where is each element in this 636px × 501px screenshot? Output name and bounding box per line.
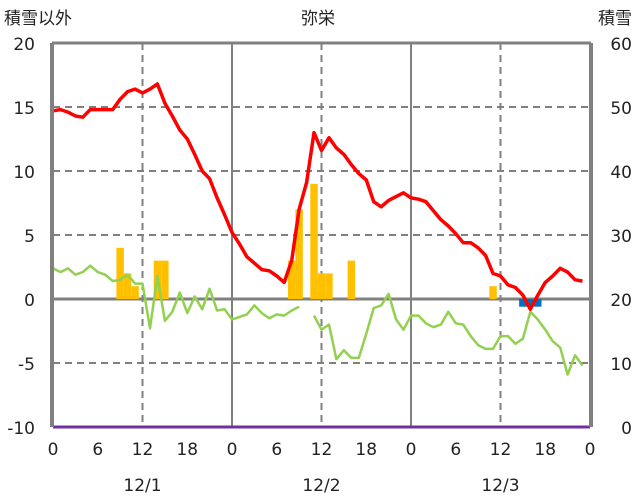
red-line <box>52 82 583 311</box>
left-axis-label: 積雪以外 <box>4 9 72 29</box>
x-tick-label: 0 <box>585 440 596 460</box>
right-tick-label: 60 <box>610 35 632 55</box>
right-tick-label: 30 <box>610 227 632 247</box>
x-tick-label: 0 <box>227 440 238 460</box>
blue-bar <box>526 299 535 307</box>
frame <box>50 41 593 427</box>
lines <box>52 82 590 429</box>
left-tick-label: 10 <box>13 163 35 183</box>
x-tick-label: 12 <box>490 440 512 460</box>
yellow-bar <box>325 273 333 299</box>
left-tick-label: 5 <box>24 227 35 247</box>
yellow-bar <box>123 273 132 299</box>
x-tick-label: 18 <box>534 440 556 460</box>
left-tick-label: -10 <box>7 419 35 439</box>
yellow-bar <box>295 209 303 299</box>
grid <box>53 43 590 427</box>
x-tick-label: 0 <box>406 440 417 460</box>
date-label: 12/2 <box>302 476 340 496</box>
left-tick-label: 20 <box>13 35 35 55</box>
bars <box>116 183 542 307</box>
chart-title: 弥栄 <box>301 9 335 29</box>
yellow-bar <box>287 260 296 299</box>
date-label: 12/1 <box>123 476 161 496</box>
x-tick-label: 18 <box>355 440 377 460</box>
yellow-bar <box>347 260 356 299</box>
x-tick-label: 18 <box>176 440 198 460</box>
right-axis-label: 積雪 <box>598 9 632 29</box>
right-tick-label: 0 <box>621 419 632 439</box>
blue-bar <box>534 299 542 307</box>
yellow-bar <box>310 183 318 299</box>
yellow-bar <box>131 286 139 299</box>
date-label: 12/3 <box>481 476 519 496</box>
blue-bar <box>519 299 527 307</box>
right-tick-label: 40 <box>610 163 632 183</box>
x-tick-label: 6 <box>450 440 461 460</box>
left-tick-label: -5 <box>18 355 35 375</box>
x-tick-label: 6 <box>271 440 282 460</box>
yellow-bar <box>317 273 326 299</box>
x-tick-label: 12 <box>132 440 154 460</box>
yellow-bar <box>489 286 497 299</box>
x-tick-label: 6 <box>92 440 103 460</box>
x-tick-label: 0 <box>48 440 59 460</box>
yellow-bar <box>161 260 169 299</box>
yellow-bar <box>116 247 124 299</box>
right-tick-label: 10 <box>610 355 632 375</box>
right-tick-label: 50 <box>610 99 632 119</box>
left-tick-label: 15 <box>13 99 35 119</box>
x-tick-label: 12 <box>311 440 333 460</box>
green-line <box>52 264 584 376</box>
right-tick-label: 20 <box>610 291 632 311</box>
left-tick-label: 0 <box>24 291 35 311</box>
